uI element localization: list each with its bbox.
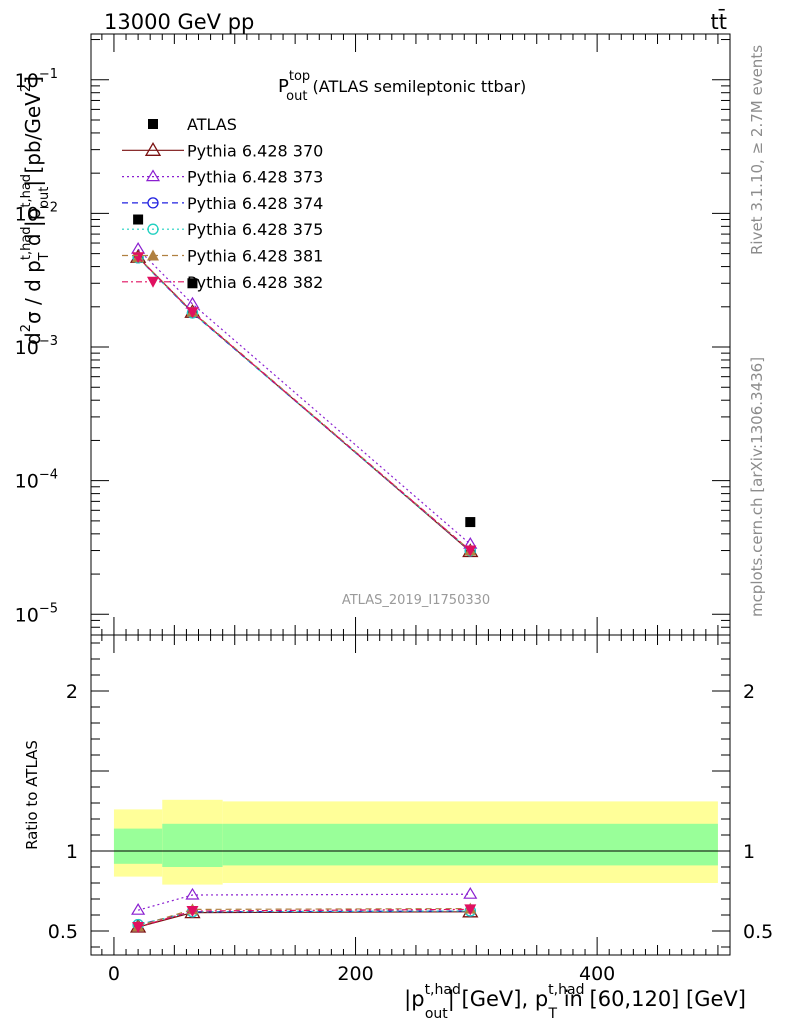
main-y-tick-label-0: 10−5 (15, 601, 58, 626)
legend-marker-2 (147, 197, 159, 209)
legend-label-0: Pythia 6.428 370 (187, 141, 323, 160)
ratio-series-1-point-1 (185, 887, 200, 900)
ratio-series-5-point-0 (132, 922, 145, 933)
main-series-line-5 (137, 256, 471, 551)
ratio-y-tick-label-2: 2 (66, 681, 78, 703)
ratio-series-line-4 (137, 907, 471, 927)
main-series-line-4 (137, 256, 471, 551)
main-y-tick-label-4: 10−1 (15, 67, 58, 92)
legend-marker-1 (145, 169, 161, 182)
legend-marker-5 (147, 276, 159, 288)
legend-marker-atlas (148, 119, 158, 129)
atlas-data-point-0 (133, 214, 144, 225)
header-energy-label: 13000 GeV pp (104, 10, 254, 34)
main-series-line-2 (137, 257, 471, 552)
green-uncertainty-band-1 (162, 823, 223, 867)
analysis-watermark: ATLAS_2019_I1750330 (342, 593, 490, 608)
ratio-y-tick-label-right-0: 0.5 (743, 921, 773, 943)
x-axis-label: |pt,had out| [GeV], pt,had T in [60,120] [… (404, 982, 746, 1022)
ratio-series-line-1 (137, 893, 471, 911)
header-process-label: tt̄ (711, 9, 727, 34)
ratio-series-1-point-0 (131, 903, 146, 915)
main-series-line-0 (137, 256, 471, 552)
rivet-version-label: Rivet 3.1.10, ≥ 2.7M events (748, 45, 766, 255)
ratio-y-axis-label: Ratio to ATLAS (23, 740, 41, 850)
legend-marker-0 (144, 142, 162, 156)
ratio-series-5-point-1 (186, 906, 199, 917)
mcplots-label: mcplots.cern.ch [arXiv:1306.3436] (748, 357, 766, 617)
ratio-panel: 0 200 400 0.5 0.5 1 1 2 2 (48, 634, 773, 985)
main-series-5-point-2 (464, 545, 477, 557)
green-uncertainty-band-2 (222, 823, 718, 866)
legend-label-atlas: ATLAS (187, 115, 237, 134)
main-y-tick-label-1: 10−4 (15, 468, 58, 493)
legend-marker-3 (147, 223, 159, 235)
main-panel: 10−5 10−4 10−3 10−2 10−1 (15, 33, 731, 636)
x-tick-label-0: 0 (108, 963, 120, 985)
legend-label-3: Pythia 6.428 375 (187, 220, 323, 239)
ratio-series-5-point-2 (464, 904, 477, 916)
ratio-y-tick-label-0: 0.5 (48, 921, 78, 943)
ratio-frame (90, 634, 731, 956)
legend-label-5: Pythia 6.428 382 (187, 273, 323, 292)
ratio-y-tick-label-right-1: 1 (743, 841, 755, 863)
legend-label-4: Pythia 6.428 381 (187, 247, 323, 266)
x-tick-label-1: 200 (337, 963, 373, 985)
ratio-y-tick-label-1: 1 (66, 841, 78, 863)
main-plot-title: Ptop out (ATLAS semileptonic ttbar) (278, 69, 526, 104)
main-y-tick-label-2: 10−3 (15, 334, 58, 359)
main-series-line-3 (137, 257, 471, 552)
main-y-tick-label-3: 10−2 (15, 200, 58, 225)
ratio-series-1-point-2 (463, 887, 478, 899)
green-uncertainty-band-0 (113, 828, 163, 864)
main-series-5-point-1 (186, 307, 199, 319)
legend-marker-4 (147, 249, 159, 261)
ratio-y-tick-label-right-2: 2 (743, 681, 755, 703)
legend-label-1: Pythia 6.428 373 (187, 168, 323, 187)
x-tick-label-2: 400 (579, 963, 615, 985)
atlas-data-point-2 (465, 517, 476, 528)
legend: ATLAS Pythia 6.428 370 Pythia 6.428 373 Pyt… (122, 115, 323, 292)
main-series-line-1 (137, 248, 471, 545)
legend-label-2: Pythia 6.428 374 (187, 194, 323, 213)
main-y-axis-label: d2σ / d pt,had T d |pt,had out| [pb/GeV2] (19, 76, 52, 345)
atlas-data-point-1 (187, 278, 198, 289)
